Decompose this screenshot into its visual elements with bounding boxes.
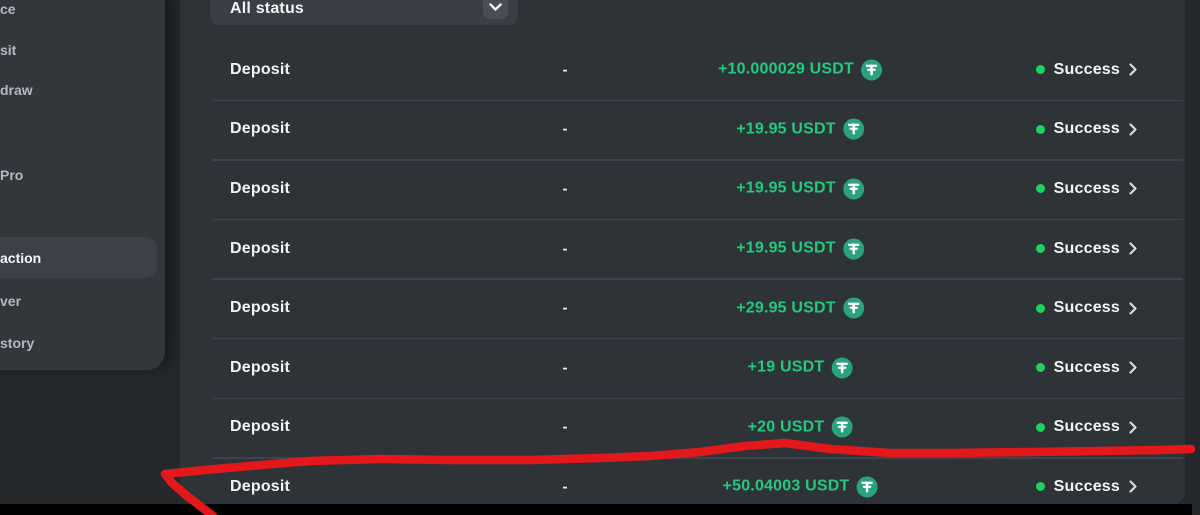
tx-amount-value: +19.95 USDT bbox=[736, 179, 836, 197]
status-label: Success bbox=[1053, 120, 1120, 138]
transaction-panel: All status Deposit - +10.000029 USDT Suc… bbox=[180, 0, 1185, 505]
usdt-icon bbox=[831, 416, 853, 438]
tx-detail: - bbox=[562, 299, 568, 317]
tx-amount-value: +19.95 USDT bbox=[736, 239, 836, 257]
status-dot-icon bbox=[1035, 124, 1045, 134]
table-row[interactable]: Deposit - +19 USDT Success bbox=[180, 337, 1185, 398]
chevron-right-icon bbox=[1129, 63, 1137, 76]
usdt-icon bbox=[842, 297, 864, 319]
status-label: Success bbox=[1053, 358, 1120, 376]
table-row[interactable]: Deposit - +19.95 USDT Success bbox=[180, 159, 1185, 219]
status-dot-icon bbox=[1035, 363, 1045, 373]
tx-detail: - bbox=[562, 240, 568, 258]
tx-status[interactable]: Success bbox=[1035, 239, 1137, 258]
sidebar-item-transfer[interactable]: ver bbox=[0, 293, 22, 309]
tx-status[interactable]: Success bbox=[1035, 179, 1137, 198]
usdt-icon bbox=[860, 59, 882, 81]
tx-type: Deposit bbox=[230, 418, 291, 436]
status-dot-icon bbox=[1035, 303, 1045, 313]
tx-detail: - bbox=[562, 418, 568, 436]
tx-amount: +29.95 USDT bbox=[736, 297, 864, 319]
chevron-right-icon bbox=[1129, 421, 1137, 434]
tx-amount-value: +50.04003 USDT bbox=[722, 477, 850, 495]
tx-amount-value: +19.95 USDT bbox=[736, 120, 836, 138]
tx-type: Deposit bbox=[230, 60, 291, 78]
usdt-icon bbox=[842, 178, 864, 200]
usdt-icon bbox=[856, 476, 878, 498]
sidebar-item-history[interactable]: story bbox=[0, 335, 35, 351]
tx-amount: +19.95 USDT bbox=[736, 118, 864, 140]
sidebar-item-deposit[interactable]: sit bbox=[0, 42, 17, 58]
status-label: Success bbox=[1053, 179, 1120, 197]
tx-detail: - bbox=[562, 120, 568, 138]
chevron-right-icon bbox=[1129, 182, 1137, 196]
tx-type: Deposit bbox=[230, 477, 291, 495]
tx-status[interactable]: Success bbox=[1035, 60, 1137, 79]
chevron-right-icon bbox=[1129, 361, 1137, 374]
tx-amount: +19.95 USDT bbox=[736, 178, 864, 200]
status-dot-icon bbox=[1035, 184, 1045, 194]
tx-amount: +10.000029 USDT bbox=[718, 59, 882, 81]
table-row[interactable]: Deposit - +19.95 USDT Success bbox=[180, 99, 1185, 160]
tx-type: Deposit bbox=[230, 179, 291, 197]
sidebar-item-pro[interactable]: Pro bbox=[0, 167, 24, 183]
status-dot-icon bbox=[1035, 482, 1045, 492]
table-row[interactable]: Deposit - +50.04003 USDT Success bbox=[180, 457, 1185, 505]
tx-detail: - bbox=[562, 180, 568, 198]
tx-detail: - bbox=[562, 478, 568, 496]
status-label: Success bbox=[1053, 299, 1120, 317]
tx-status[interactable]: Success bbox=[1035, 299, 1137, 317]
tx-status[interactable]: Success bbox=[1035, 477, 1137, 496]
sidebar-item-withdraw[interactable]: draw bbox=[0, 82, 33, 98]
bottom-black-bar bbox=[0, 504, 1192, 515]
usdt-icon bbox=[831, 357, 853, 379]
tx-amount: +20 USDT bbox=[747, 416, 853, 438]
chevron-down-icon[interactable] bbox=[483, 0, 508, 19]
tx-amount-value: +20 USDT bbox=[747, 418, 825, 436]
tx-status[interactable]: Success bbox=[1035, 418, 1137, 436]
status-dot-icon bbox=[1035, 422, 1045, 432]
table-row[interactable]: Deposit - +19.95 USDT Success bbox=[180, 218, 1185, 279]
tx-amount: +19 USDT bbox=[747, 357, 853, 379]
chevron-right-icon bbox=[1129, 123, 1137, 136]
sidebar-item-balance[interactable]: ce bbox=[0, 1, 16, 17]
tx-amount-value: +19 USDT bbox=[747, 358, 825, 376]
usdt-icon bbox=[842, 118, 864, 140]
status-label: Success bbox=[1053, 418, 1120, 436]
tx-detail: - bbox=[562, 359, 568, 377]
chevron-right-icon bbox=[1129, 302, 1137, 315]
tx-type: Deposit bbox=[230, 358, 291, 376]
sidebar-item-transaction[interactable]: action bbox=[0, 250, 42, 266]
tx-status[interactable]: Success bbox=[1035, 120, 1137, 138]
status-label: Success bbox=[1053, 239, 1120, 257]
status-filter-value: All status bbox=[230, 0, 305, 17]
status-filter-dropdown[interactable]: All status bbox=[210, 0, 518, 25]
tx-type: Deposit bbox=[230, 239, 291, 257]
table-row[interactable]: Deposit - +20 USDT Success bbox=[180, 397, 1185, 458]
status-label: Success bbox=[1053, 477, 1120, 495]
status-dot-icon bbox=[1035, 244, 1045, 254]
table-row[interactable]: Deposit - +10.000029 USDT Success bbox=[180, 40, 1185, 100]
tx-amount-value: +10.000029 USDT bbox=[718, 60, 854, 78]
tx-amount-value: +29.95 USDT bbox=[736, 299, 836, 317]
tx-type: Deposit bbox=[230, 299, 291, 317]
sidebar: ce sit draw Pro action ver story bbox=[0, 0, 165, 370]
table-row[interactable]: Deposit - +29.95 USDT Success bbox=[180, 278, 1185, 338]
tx-amount: +19.95 USDT bbox=[736, 238, 864, 260]
usdt-icon bbox=[842, 238, 864, 260]
tx-detail: - bbox=[562, 61, 568, 79]
status-label: Success bbox=[1053, 60, 1120, 78]
status-dot-icon bbox=[1035, 65, 1045, 75]
chevron-right-icon bbox=[1129, 242, 1137, 255]
tx-status[interactable]: Success bbox=[1035, 358, 1137, 377]
sidebar-active-highlight bbox=[0, 237, 157, 278]
tx-amount: +50.04003 USDT bbox=[722, 476, 878, 498]
chevron-right-icon bbox=[1129, 480, 1137, 494]
transaction-list: Deposit - +10.000029 USDT Success Deposi… bbox=[180, 40, 1185, 505]
tx-type: Deposit bbox=[230, 120, 291, 138]
